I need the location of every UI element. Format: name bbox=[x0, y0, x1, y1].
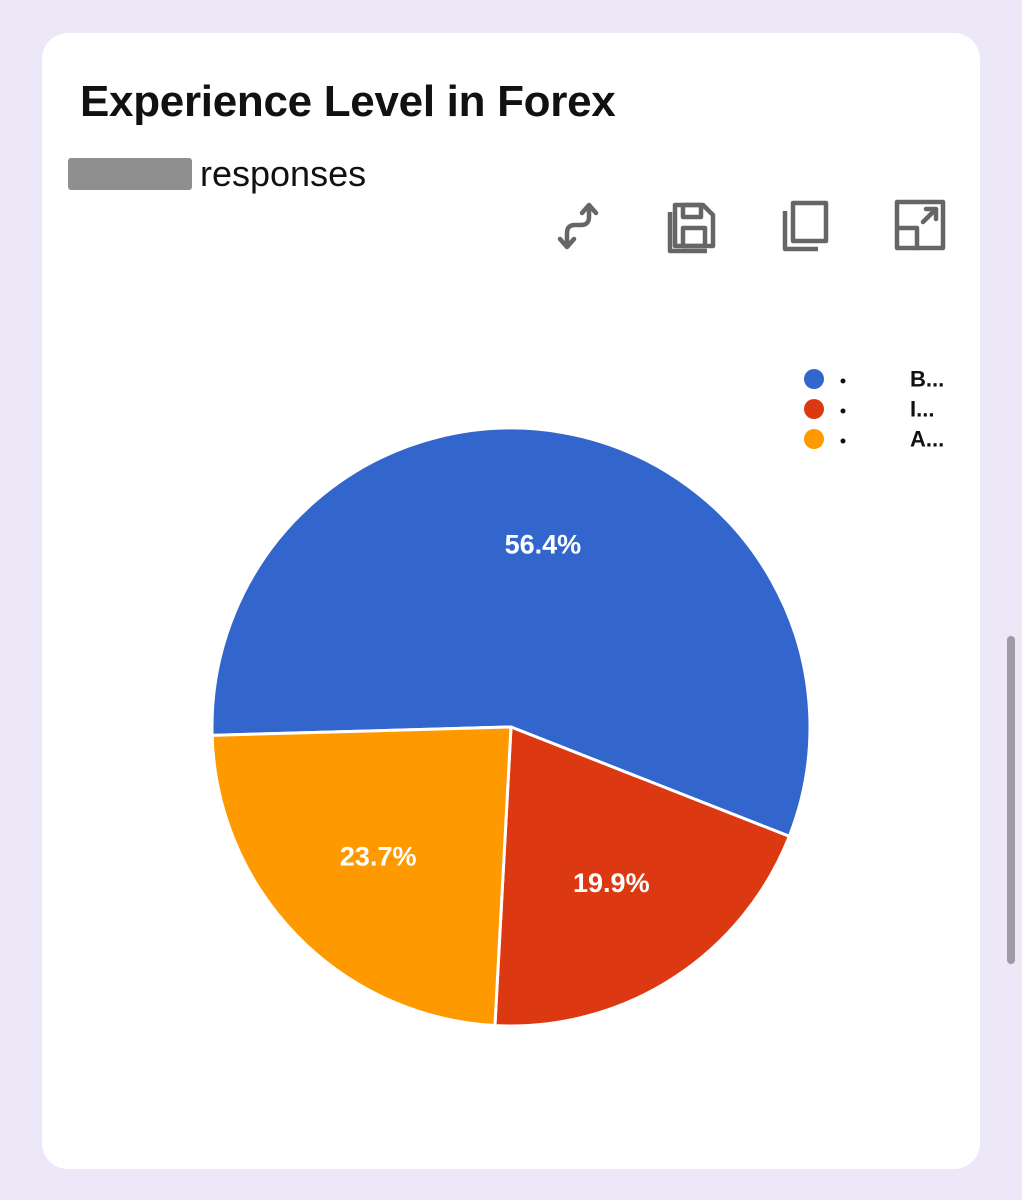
swap-axes-icon bbox=[557, 202, 599, 250]
slice-value-label-1: 56.4% bbox=[505, 529, 582, 559]
legend-bullet-1 bbox=[840, 378, 846, 384]
legend-label-1: B... bbox=[910, 367, 944, 392]
expand-button[interactable] bbox=[888, 193, 952, 257]
redacted-count bbox=[68, 158, 192, 190]
copy-button[interactable] bbox=[773, 193, 837, 257]
slice-value-label-3: 23.7% bbox=[340, 841, 417, 871]
pie-slice-3[interactable] bbox=[210, 725, 513, 1028]
expand-icon bbox=[894, 199, 946, 251]
chart-legend: B... I... A... bbox=[804, 367, 944, 452]
legend-label-3: A... bbox=[910, 427, 944, 452]
responses-label: responses bbox=[200, 153, 367, 194]
slice-value-label-2: 19.9% bbox=[573, 868, 650, 898]
chart-title: Experience Level in Forex bbox=[80, 77, 616, 126]
legend-swatch-1 bbox=[804, 369, 824, 389]
copy-icon bbox=[782, 200, 829, 252]
legend-swatch-3 bbox=[804, 429, 824, 449]
legend-bullet-3 bbox=[840, 438, 846, 444]
pie-slice-1[interactable] bbox=[210, 426, 812, 838]
responses-count: responses bbox=[68, 153, 366, 195]
legend-swatch-2 bbox=[804, 399, 824, 419]
pie-value-labels: 56.4% 19.9% 23.7% bbox=[340, 529, 650, 898]
save-button[interactable] bbox=[660, 193, 724, 257]
legend-bullet-2 bbox=[840, 408, 846, 414]
legend-label-2: I... bbox=[910, 397, 934, 422]
pie-slice-2[interactable] bbox=[493, 725, 791, 1028]
swap-axes-button[interactable] bbox=[546, 193, 610, 257]
save-icon bbox=[667, 202, 716, 254]
scrollbar[interactable] bbox=[1007, 636, 1015, 964]
pie-slices bbox=[210, 426, 812, 1028]
